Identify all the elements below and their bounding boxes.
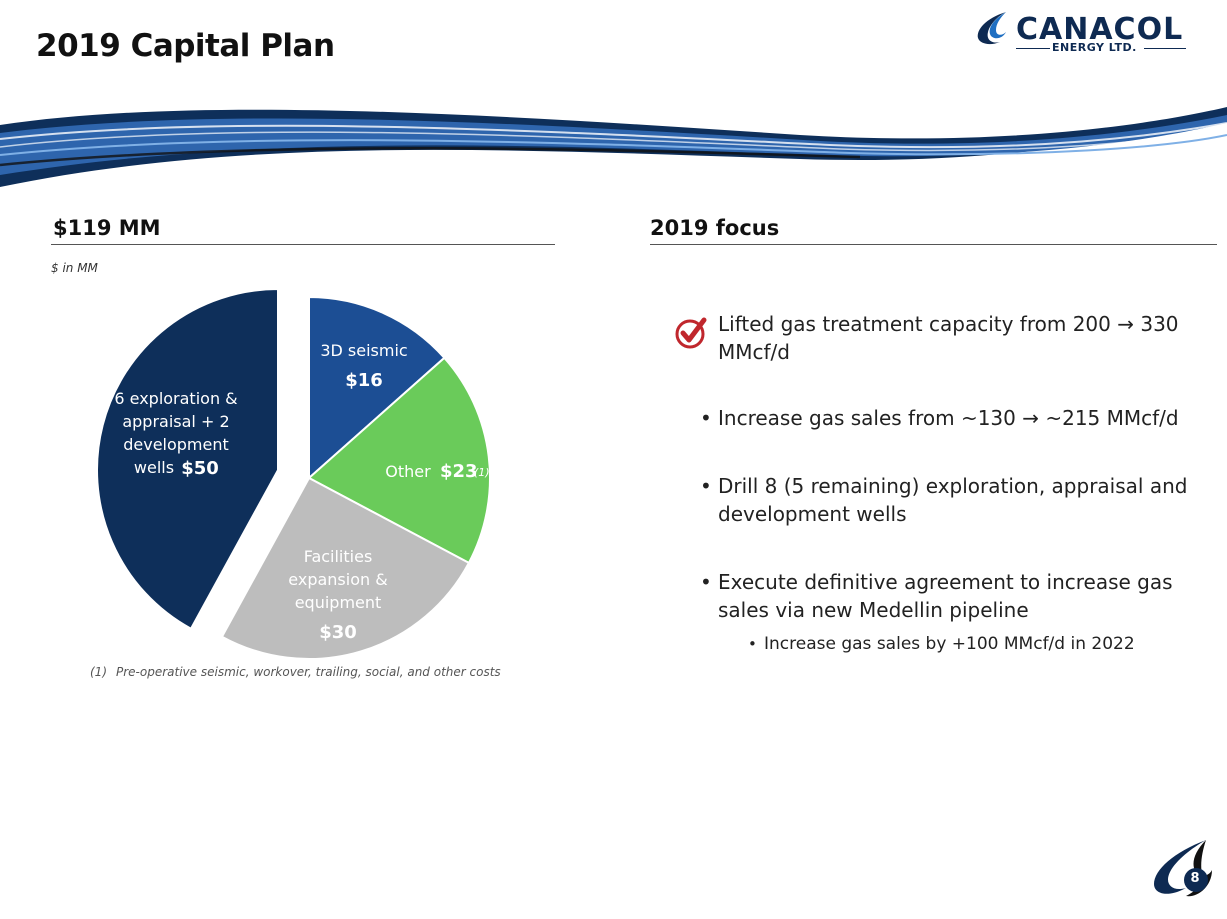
focus-item-1: Lifted gas treatment capacity from 200 →…: [675, 310, 1210, 366]
pie-slice-1: [308, 295, 446, 481]
footnote-text: Pre-operative seismic, workover, trailin…: [116, 665, 501, 679]
pie-slice-label-3-line-3: equipment: [295, 593, 382, 612]
focus-item-2-text: Increase gas sales from ~130 → ~215 MMcf…: [718, 406, 1179, 430]
footnote-number: (1): [90, 665, 107, 679]
pie-slice-label-3-line-1: Facilities: [304, 547, 373, 566]
logo-rule-right: [1144, 48, 1186, 49]
checkmark-icon: [675, 317, 707, 349]
pie-slice-value-1: $16: [345, 370, 383, 391]
logo-wordmark: CANACOL: [1016, 12, 1184, 47]
pie-slice-value-3: $30: [319, 622, 357, 643]
focus-list: Lifted gas treatment capacity from 200 →…: [675, 310, 1210, 656]
focus-item-3: • Drill 8 (5 remaining) exploration, app…: [680, 472, 1210, 528]
units-label: $ in MM: [51, 261, 98, 275]
focus-heading-rule: [650, 244, 1217, 245]
focus-item-4-text: Execute definitive agreement to increase…: [718, 570, 1173, 622]
pie-slice-3: [220, 476, 471, 660]
focus-heading: 2019 focus: [650, 216, 780, 240]
focus-item-2: • Increase gas sales from ~130 → ~215 MM…: [680, 404, 1210, 432]
bullet-dot: •: [700, 406, 712, 430]
focus-item-1-text: Lifted gas treatment capacity from 200 →…: [718, 312, 1179, 364]
page-logo-icon: [1154, 840, 1212, 897]
focus-item-4: • Execute definitive agreement to increa…: [680, 568, 1210, 624]
pie-slice-label-2: Other: [385, 462, 431, 481]
capital-pie-chart: 3D seismic $16 Other $23(1) Facilities expans…: [96, 288, 491, 660]
pie-slice-label-4-line-2: appraisal + 2: [122, 412, 229, 431]
pie-slice-label-4-line-1: 6 exploration &: [114, 389, 237, 408]
pie-slice-4: [96, 288, 280, 631]
pie-slice-value-4: $50: [181, 458, 219, 479]
bullet-dot: •: [700, 570, 712, 594]
header-swoosh: [0, 107, 1227, 187]
canacol-logo: CANACOL ENERGY LTD.: [976, 10, 1191, 60]
pie-slice-2: [307, 356, 491, 565]
pie-heading: $119 MM: [53, 216, 161, 240]
pie-footnote-mark: (1): [474, 466, 490, 479]
pie-slice-label-1-line-1: 3D seismic: [320, 341, 407, 360]
focus-item-3-text: Drill 8 (5 remaining) exploration, appra…: [718, 474, 1188, 526]
logo-drop-icon: [977, 12, 1006, 45]
pie-slice-label-4-line-3: development: [123, 435, 229, 454]
page-title: 2019 Capital Plan: [36, 28, 335, 64]
pie-slice-label-3-line-2: expansion &: [288, 570, 387, 589]
pie-slice-value-2: $23: [440, 461, 478, 482]
bullet-dot: •: [700, 474, 712, 498]
sub-bullet-dot: •: [748, 635, 757, 653]
pie-heading-rule: [51, 244, 555, 245]
focus-sub-item-text: Increase gas sales by +100 MMcf/d in 202…: [764, 634, 1135, 654]
logo-subtitle: ENERGY LTD.: [1052, 41, 1137, 54]
pie-footnote: (1) Pre-operative seismic, workover, trai…: [90, 665, 501, 679]
focus-sub-item: • Increase gas sales by +100 MMcf/d in 2…: [680, 632, 1210, 656]
pie-slice-label-4-line-4: wells: [134, 458, 174, 477]
logo-rule-left: [1016, 48, 1050, 49]
page-number: 8: [1190, 871, 1200, 886]
